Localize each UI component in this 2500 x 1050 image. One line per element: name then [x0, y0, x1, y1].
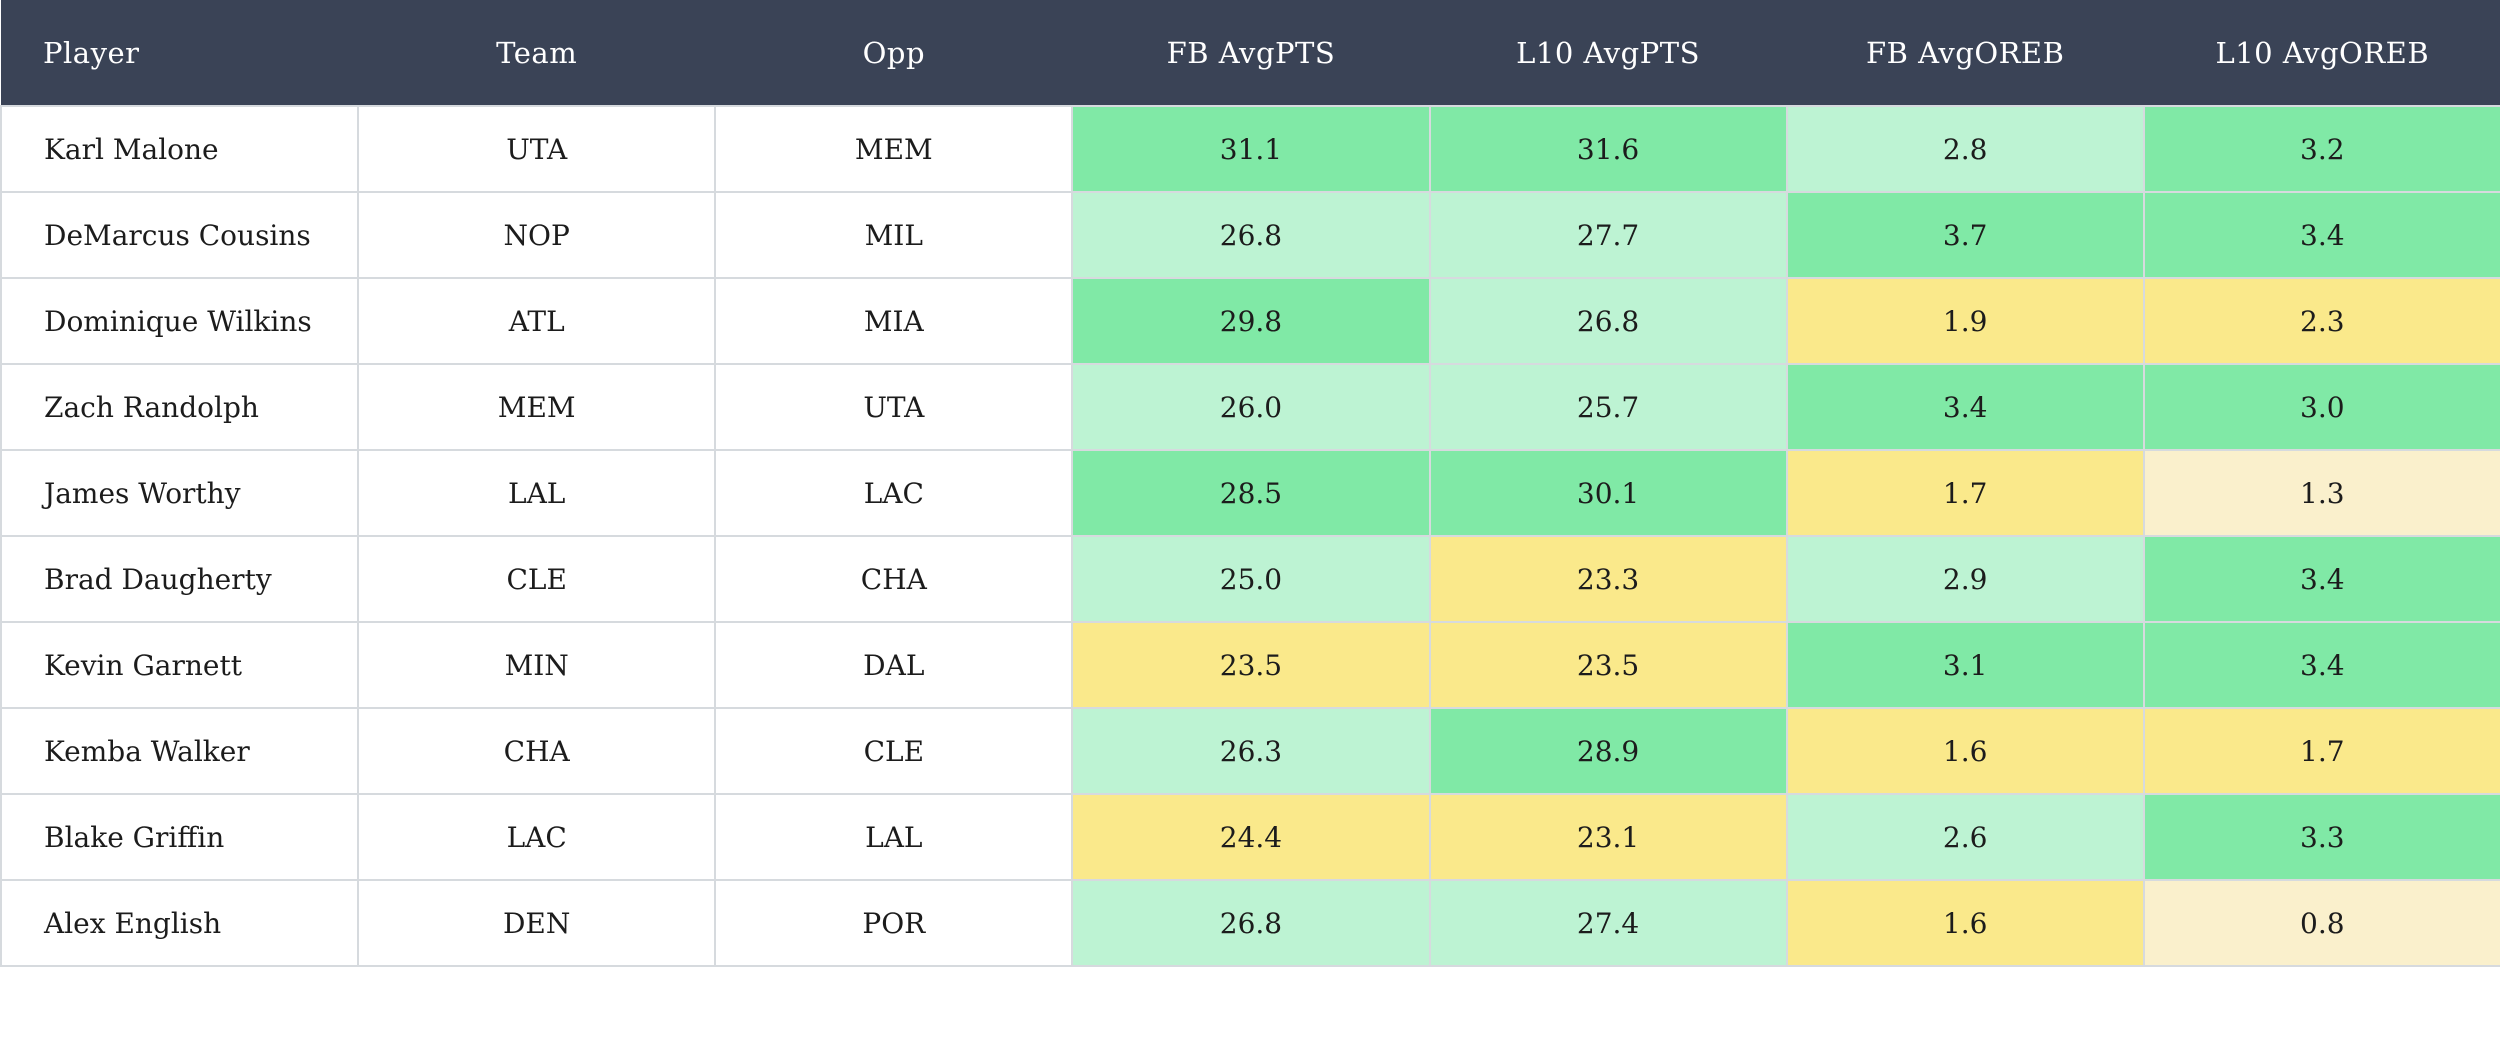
team-cell: ATL	[357, 277, 717, 365]
team-cell: MEM	[357, 363, 717, 451]
player-name-cell: James Worthy	[0, 449, 360, 537]
fb-avgoreb-cell: 1.7	[1785, 449, 2145, 537]
player-name-cell: Blake Griffin	[0, 793, 360, 881]
fb-avgoreb-cell: 1.6	[1785, 707, 2145, 795]
fb-avgpts-cell: 26.8	[1071, 879, 1431, 967]
l10-avgpts-cell: 31.6	[1428, 105, 1788, 193]
table-row: Kemba Walker CHA CLE 26.3 28.9 1.6 1.7	[0, 707, 2500, 795]
column-header-opp: Opp	[715, 0, 1073, 106]
l10-avgpts-cell: 28.9	[1428, 707, 1788, 795]
table-row: Karl Malone UTA MEM 31.1 31.6 2.8 3.2	[0, 105, 2500, 193]
fb-avgoreb-cell: 2.6	[1785, 793, 2145, 881]
column-header-fb-avgpts: FB AvgPTS	[1072, 0, 1430, 106]
column-header-l10-avgpts: L10 AvgPTS	[1429, 0, 1787, 106]
column-header-l10-avgoreb: L10 AvgOREB	[2143, 0, 2500, 106]
team-cell: LAL	[357, 449, 717, 537]
fb-avgpts-cell: 26.8	[1071, 191, 1431, 279]
opp-cell: LAC	[714, 449, 1074, 537]
player-name-cell: Brad Daugherty	[0, 535, 360, 623]
player-name-cell: Kevin Garnett	[0, 621, 360, 709]
l10-avgoreb-cell: 3.4	[2142, 191, 2500, 279]
table-row: Kevin Garnett MIN DAL 23.5 23.5 3.1 3.4	[0, 621, 2500, 709]
player-name-cell: Kemba Walker	[0, 707, 360, 795]
team-cell: LAC	[357, 793, 717, 881]
table-row: Blake Griffin LAC LAL 24.4 23.1 2.6 3.3	[0, 793, 2500, 881]
l10-avgoreb-cell: 3.3	[2142, 793, 2500, 881]
l10-avgpts-cell: 23.3	[1428, 535, 1788, 623]
l10-avgpts-cell: 23.1	[1428, 793, 1788, 881]
player-name-cell: Zach Randolph	[0, 363, 360, 451]
fb-avgpts-cell: 25.0	[1071, 535, 1431, 623]
opp-cell: MIL	[714, 191, 1074, 279]
column-header-fb-avgoreb: FB AvgOREB	[1786, 0, 2144, 106]
l10-avgpts-cell: 27.4	[1428, 879, 1788, 967]
player-name-cell: Alex English	[0, 879, 360, 967]
fb-avgpts-cell: 31.1	[1071, 105, 1431, 193]
team-cell: UTA	[357, 105, 717, 193]
opp-cell: POR	[714, 879, 1074, 967]
table-row: Dominique Wilkins ATL MIA 29.8 26.8 1.9 …	[0, 277, 2500, 365]
team-cell: DEN	[357, 879, 717, 967]
team-cell: NOP	[357, 191, 717, 279]
opp-cell: LAL	[714, 793, 1074, 881]
l10-avgpts-cell: 26.8	[1428, 277, 1788, 365]
player-name-cell: Karl Malone	[0, 105, 360, 193]
l10-avgpts-cell: 23.5	[1428, 621, 1788, 709]
l10-avgoreb-cell: 3.2	[2142, 105, 2500, 193]
fb-avgoreb-cell: 2.9	[1785, 535, 2145, 623]
player-name-cell: Dominique Wilkins	[0, 277, 360, 365]
table-row: DeMarcus Cousins NOP MIL 26.8 27.7 3.7 3…	[0, 191, 2500, 279]
fb-avgpts-cell: 24.4	[1071, 793, 1431, 881]
column-header-player: Player	[1, 0, 359, 106]
fb-avgpts-cell: 23.5	[1071, 621, 1431, 709]
opp-cell: CLE	[714, 707, 1074, 795]
l10-avgoreb-cell: 1.3	[2142, 449, 2500, 537]
fb-avgoreb-cell: 1.9	[1785, 277, 2145, 365]
l10-avgpts-cell: 25.7	[1428, 363, 1788, 451]
opp-cell: UTA	[714, 363, 1074, 451]
opp-cell: MEM	[714, 105, 1074, 193]
team-cell: MIN	[357, 621, 717, 709]
fb-avgoreb-cell: 3.7	[1785, 191, 2145, 279]
table-row: James Worthy LAL LAC 28.5 30.1 1.7 1.3	[0, 449, 2500, 537]
l10-avgoreb-cell: 1.7	[2142, 707, 2500, 795]
player-name-cell: DeMarcus Cousins	[0, 191, 360, 279]
fb-avgoreb-cell: 1.6	[1785, 879, 2145, 967]
team-cell: CLE	[357, 535, 717, 623]
fb-avgpts-cell: 26.3	[1071, 707, 1431, 795]
l10-avgpts-cell: 30.1	[1428, 449, 1788, 537]
player-stats-table: Player Team Opp FB AvgPTS L10 AvgPTS FB …	[0, 0, 2500, 967]
l10-avgoreb-cell: 3.4	[2142, 535, 2500, 623]
fb-avgpts-cell: 26.0	[1071, 363, 1431, 451]
header-row: Player Team Opp FB AvgPTS L10 AvgPTS FB …	[1, 0, 2500, 106]
l10-avgpts-cell: 27.7	[1428, 191, 1788, 279]
fb-avgoreb-cell: 2.8	[1785, 105, 2145, 193]
table-header: Player Team Opp FB AvgPTS L10 AvgPTS FB …	[1, 0, 2500, 106]
fb-avgoreb-cell: 3.1	[1785, 621, 2145, 709]
table-row: Brad Daugherty CLE CHA 25.0 23.3 2.9 3.4	[0, 535, 2500, 623]
team-cell: CHA	[357, 707, 717, 795]
l10-avgoreb-cell: 0.8	[2142, 879, 2500, 967]
table-row: Zach Randolph MEM UTA 26.0 25.7 3.4 3.0	[0, 363, 2500, 451]
table-body: Karl Malone UTA MEM 31.1 31.6 2.8 3.2 De…	[0, 105, 2500, 967]
fb-avgoreb-cell: 3.4	[1785, 363, 2145, 451]
opp-cell: MIA	[714, 277, 1074, 365]
l10-avgoreb-cell: 3.0	[2142, 363, 2500, 451]
l10-avgoreb-cell: 2.3	[2142, 277, 2500, 365]
opp-cell: CHA	[714, 535, 1074, 623]
table-row: Alex English DEN POR 26.8 27.4 1.6 0.8	[0, 879, 2500, 967]
l10-avgoreb-cell: 3.4	[2142, 621, 2500, 709]
fb-avgpts-cell: 28.5	[1071, 449, 1431, 537]
column-header-team: Team	[358, 0, 716, 106]
fb-avgpts-cell: 29.8	[1071, 277, 1431, 365]
opp-cell: DAL	[714, 621, 1074, 709]
